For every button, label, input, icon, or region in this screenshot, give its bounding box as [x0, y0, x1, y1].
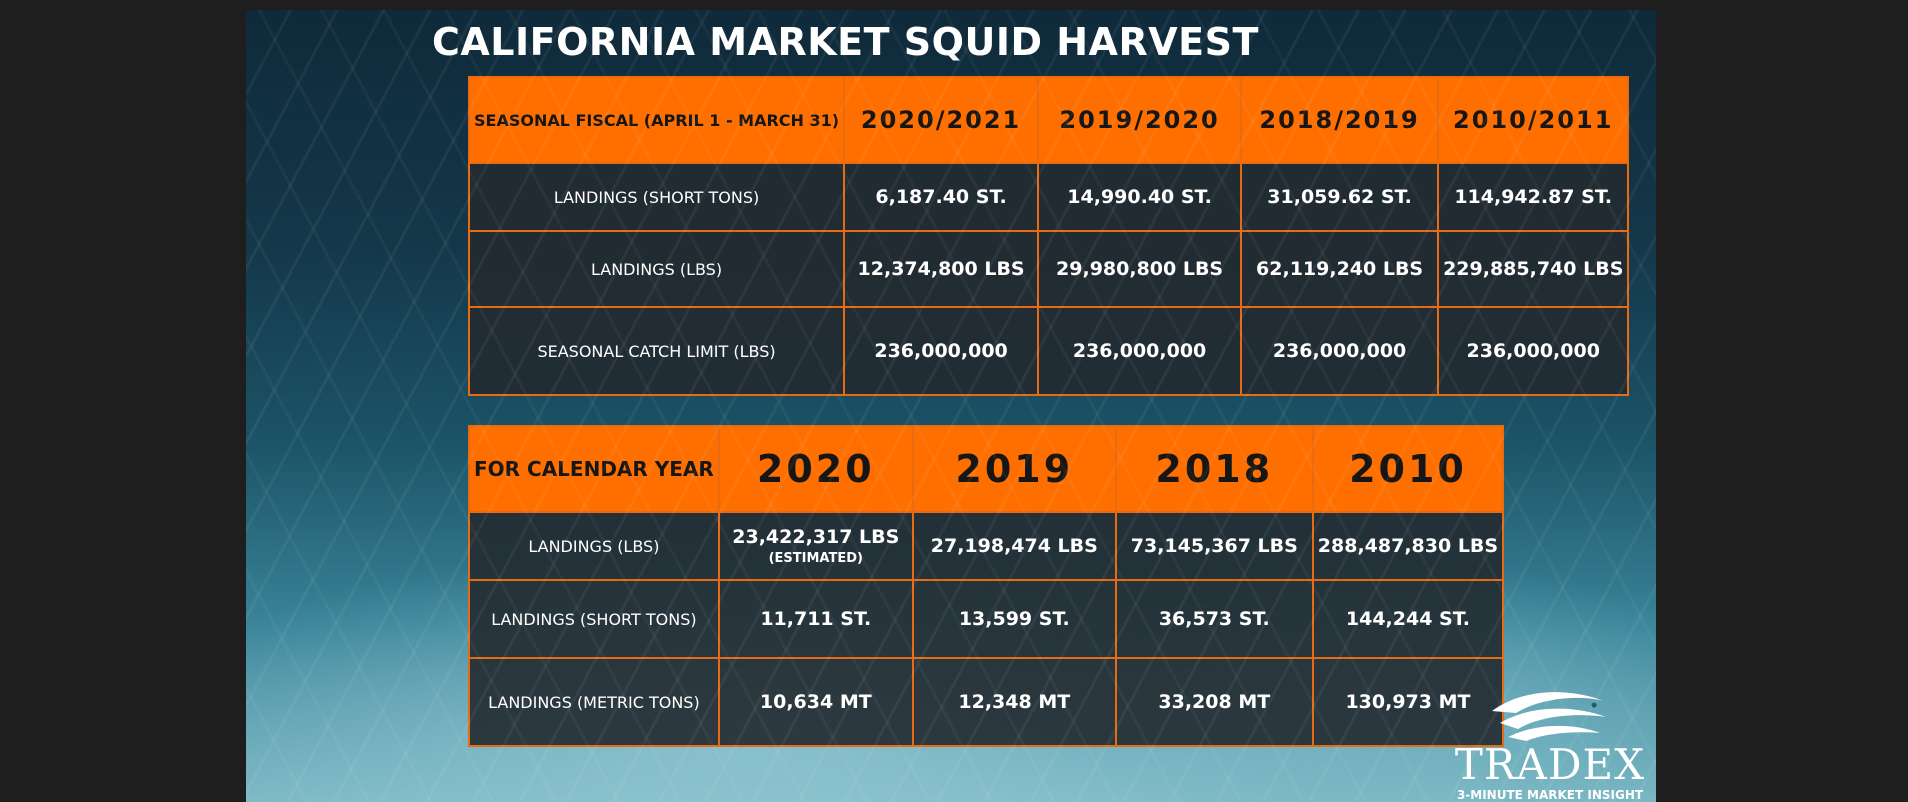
row-label: LANDINGS (SHORT TONS)	[467, 162, 846, 232]
table-cell: 27,198,474 LBS	[911, 511, 1117, 581]
table-cell: 33,208 MT	[1114, 657, 1314, 747]
table-cell: 73,145,367 LBS	[1114, 511, 1314, 581]
table-cell: 288,487,830 LBS	[1311, 511, 1505, 581]
row-label: LANDINGS (LBS)	[467, 230, 846, 308]
fiscal-column-header: 2020/2021	[843, 76, 1040, 164]
table-cell: 236,000,000	[1037, 306, 1243, 396]
table-row: SEASONAL CATCH LIMIT (LBS) 236,000,000 2…	[467, 306, 1630, 396]
table-cell: 236,000,000	[1240, 306, 1440, 396]
calendar-column-header: 2010	[1311, 425, 1505, 513]
table-cell: 36,573 ST.	[1114, 579, 1314, 659]
table-cell: 236,000,000	[843, 306, 1040, 396]
logo-name: TRADEX	[1454, 740, 1646, 789]
table-cell: 114,942.87 ST.	[1437, 162, 1630, 232]
table-cell: 31,059.62 ST.	[1240, 162, 1440, 232]
table-cell: 14,990.40 ST.	[1037, 162, 1243, 232]
estimated-note: (ESTIMATED)	[768, 551, 863, 566]
table-cell: 12,348 MT	[911, 657, 1117, 747]
calendar-column-header: 2019	[911, 425, 1117, 513]
fiscal-column-header: 2019/2020	[1037, 76, 1243, 164]
table-row: LANDINGS (SHORT TONS) 6,187.40 ST. 14,99…	[467, 162, 1630, 232]
fiscal-column-header: 2018/2019	[1240, 76, 1440, 164]
table-cell: 6,187.40 ST.	[843, 162, 1040, 232]
tradex-logo: TRADEX 3-MINUTE MARKET INSIGHT	[1450, 683, 1650, 802]
row-label: LANDINGS (SHORT TONS)	[468, 579, 720, 659]
calendar-column-header: 2018	[1114, 425, 1314, 513]
table-cell: 11,711 ST.	[717, 579, 914, 659]
infographic-slide: CALIFORNIA MARKET SQUID HARVEST SEASONAL…	[246, 10, 1656, 802]
table-cell: 13,599 ST.	[911, 579, 1117, 659]
row-label: SEASONAL CATCH LIMIT (LBS)	[467, 306, 846, 396]
table-cell: 12,374,800 LBS	[843, 230, 1040, 308]
row-label: LANDINGS (METRIC TONS)	[468, 657, 720, 747]
fiscal-header-label: SEASONAL FISCAL (APRIL 1 - MARCH 31)	[467, 76, 846, 164]
cell-value: 23,422,317 LBS	[732, 526, 900, 548]
calendar-column-header: 2020	[717, 425, 914, 513]
fiscal-table: SEASONAL FISCAL (APRIL 1 - MARCH 31) 202…	[467, 76, 1630, 396]
table-row: LANDINGS (METRIC TONS) 10,634 MT 12,348 …	[468, 657, 1505, 747]
table-row: LANDINGS (LBS) 23,422,317 LBS (ESTIMATED…	[468, 511, 1505, 581]
page-title: CALIFORNIA MARKET SQUID HARVEST	[432, 20, 1259, 64]
fiscal-header-row: SEASONAL FISCAL (APRIL 1 - MARCH 31) 202…	[467, 76, 1630, 164]
row-label: LANDINGS (LBS)	[468, 511, 720, 581]
logo-tagline: 3-MINUTE MARKET INSIGHT	[1456, 788, 1644, 802]
table-row: LANDINGS (SHORT TONS) 11,711 ST. 13,599 …	[468, 579, 1505, 659]
calendar-header-row: FOR CALENDAR YEAR 2020 2019 2018 2010	[468, 425, 1505, 513]
table-cell: 10,634 MT	[717, 657, 914, 747]
table-cell: 236,000,000	[1437, 306, 1630, 396]
calendar-header-label: FOR CALENDAR YEAR	[468, 425, 720, 513]
fiscal-column-header: 2010/2011	[1437, 76, 1630, 164]
table-cell: 62,119,240 LBS	[1240, 230, 1440, 308]
fish-wave-icon	[1492, 692, 1606, 741]
table-cell: 144,244 ST.	[1311, 579, 1505, 659]
calendar-table: FOR CALENDAR YEAR 2020 2019 2018 2010 LA…	[468, 425, 1505, 747]
table-cell: 29,980,800 LBS	[1037, 230, 1243, 308]
table-cell: 229,885,740 LBS	[1437, 230, 1630, 308]
table-cell: 130,973 MT	[1311, 657, 1505, 747]
table-cell: 23,422,317 LBS (ESTIMATED)	[717, 511, 914, 581]
table-row: LANDINGS (LBS) 12,374,800 LBS 29,980,800…	[467, 230, 1630, 308]
